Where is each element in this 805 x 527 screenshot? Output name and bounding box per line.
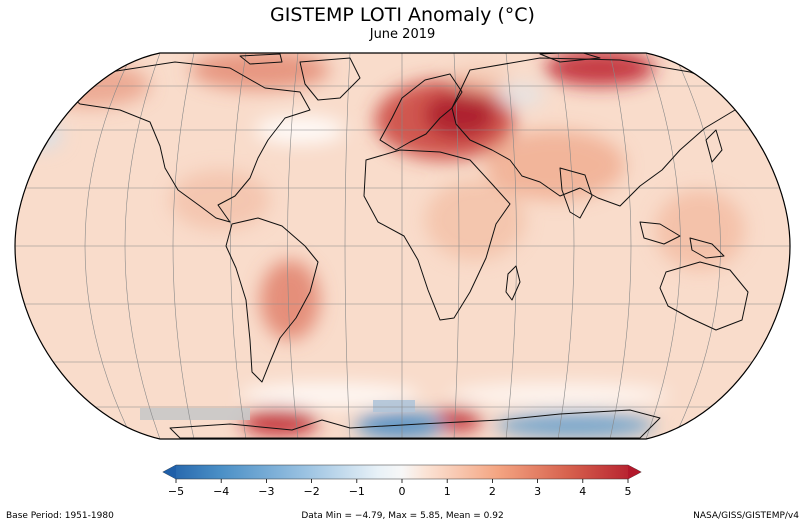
colorbar-tick-label: 0 [399, 485, 406, 498]
map-subtitle: June 2019 [369, 27, 436, 42]
colorbar-tick-label: 3 [534, 485, 541, 498]
colorbar-low-extend [163, 465, 176, 479]
data-stats-label: Data Min = −4.79, Max = 5.85, Mean = 0.9… [301, 511, 504, 521]
colorbar-tick-label: −5 [168, 485, 184, 498]
colorbar-tick-label: 1 [444, 485, 451, 498]
colorbar-tick-label: 2 [489, 485, 496, 498]
colorbar-tick-label: 5 [625, 485, 632, 498]
colorbar-tick-label: −4 [213, 485, 229, 498]
colorbar-tick-label: −1 [349, 485, 365, 498]
colorbar-tick-label: 4 [579, 485, 586, 498]
colorbar-gradient [162, 464, 642, 480]
map-outline [14, 52, 791, 440]
source-label: NASA/GISS/GISTEMP/v4 [693, 511, 799, 521]
map-globe [14, 52, 791, 440]
colorbar-ticks: −5 −4 −3 −2 −1 0 1 2 3 4 5 [168, 479, 632, 498]
map-title: GISTEMP LOTI Anomaly (°C) [270, 4, 535, 26]
colorbar-tick-label: −2 [303, 485, 319, 498]
base-period-label: Base Period: 1951-1980 [6, 511, 114, 521]
colorbar: −5 −4 −3 −2 −1 0 1 2 3 4 5 [162, 464, 642, 498]
graticule [15, 53, 790, 439]
colorbar-high-extend [628, 465, 641, 479]
coastlines [59, 53, 749, 439]
colorbar-tick-label: −3 [258, 485, 274, 498]
